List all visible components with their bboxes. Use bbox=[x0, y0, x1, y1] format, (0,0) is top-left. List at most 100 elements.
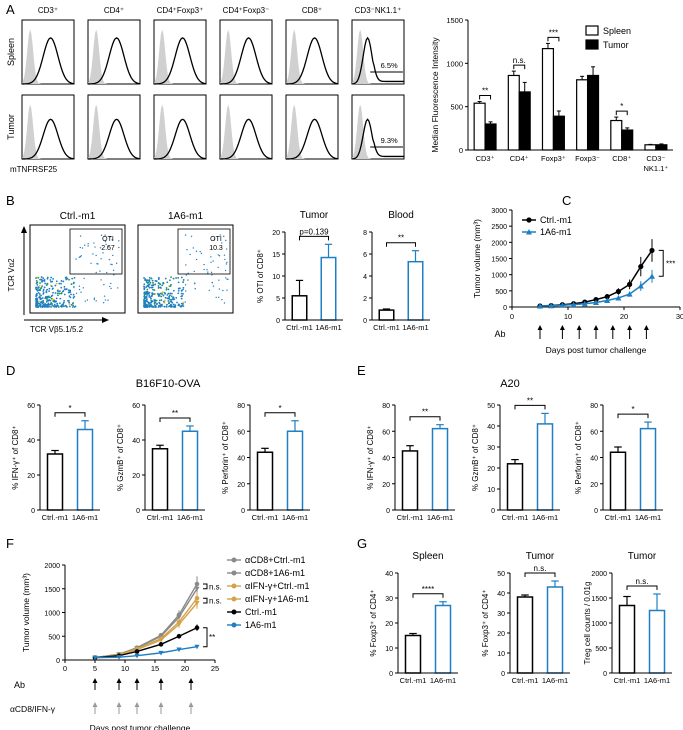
isotype-histogram bbox=[88, 104, 112, 159]
significance-label: n.s. bbox=[636, 577, 649, 586]
event-dot bbox=[178, 304, 181, 306]
event-dot bbox=[170, 299, 173, 301]
event-dot bbox=[158, 301, 161, 304]
y-axis-label: % OTI of CD8⁺ bbox=[256, 249, 265, 303]
event-dot bbox=[46, 288, 49, 291]
legend-label: αCD8+1A6-m1 bbox=[245, 568, 305, 578]
significance-label: * bbox=[68, 404, 71, 413]
event-dot bbox=[46, 276, 49, 279]
event-dot bbox=[151, 300, 154, 303]
event-dot bbox=[145, 298, 148, 301]
event-dot bbox=[46, 306, 49, 308]
chart-B_tumor bbox=[291, 235, 337, 321]
event-dot bbox=[180, 276, 183, 279]
y-tick-label: 0 bbox=[503, 305, 507, 312]
event-dot bbox=[50, 302, 53, 305]
legend-swatch bbox=[585, 39, 599, 50]
event-dot bbox=[36, 292, 38, 295]
event-dot bbox=[172, 289, 175, 292]
data-point bbox=[176, 633, 182, 639]
y-tick-label: 2000 bbox=[491, 240, 507, 247]
event-dot bbox=[169, 294, 171, 297]
event-dot bbox=[148, 304, 151, 307]
event-dot bbox=[168, 302, 171, 305]
legend-label: Spleen bbox=[603, 26, 631, 36]
event-dot bbox=[73, 281, 75, 284]
event-dot bbox=[146, 279, 149, 282]
dotplot-events bbox=[35, 234, 120, 308]
event-dot bbox=[102, 302, 105, 304]
bar-tumor bbox=[484, 123, 497, 151]
panel-letter-G: G bbox=[357, 536, 367, 551]
y-tick-label: 0 bbox=[31, 508, 35, 515]
event-dot bbox=[55, 280, 58, 283]
event-dot bbox=[151, 279, 154, 282]
event-dot bbox=[39, 282, 41, 284]
flow-col-label: CD4⁺Foxp3⁺ bbox=[157, 6, 204, 15]
y-tick-label: 40 bbox=[27, 438, 35, 445]
event-dot bbox=[109, 285, 111, 288]
event-dot bbox=[99, 247, 102, 249]
event-dot bbox=[182, 286, 185, 289]
event-dot bbox=[192, 247, 194, 249]
event-dot bbox=[150, 297, 152, 300]
event-dot bbox=[164, 277, 167, 280]
bar-tumor bbox=[586, 74, 600, 151]
event-dot bbox=[212, 260, 214, 262]
event-dot bbox=[41, 302, 44, 305]
event-dot bbox=[117, 287, 119, 289]
event-dot bbox=[48, 287, 51, 290]
event-dot bbox=[47, 299, 49, 302]
significance-bracket bbox=[203, 627, 208, 648]
x-tick-label: 1A6-m1 bbox=[72, 513, 98, 522]
y-tick-label: 40 bbox=[385, 571, 393, 578]
event-dot bbox=[104, 240, 107, 243]
event-dot bbox=[182, 288, 184, 291]
event-dot bbox=[111, 263, 113, 266]
event-dot bbox=[78, 288, 81, 291]
arrow-head bbox=[188, 678, 194, 683]
chart-title: Tumor bbox=[628, 551, 657, 562]
legend-label: αCD8+Ctrl.-m1 bbox=[245, 555, 305, 565]
isotype-histogram bbox=[286, 104, 310, 159]
event-dot bbox=[61, 290, 64, 293]
arrow-head bbox=[158, 702, 164, 707]
event-dot bbox=[149, 281, 152, 284]
event-dot bbox=[36, 281, 39, 284]
event-dot bbox=[145, 297, 148, 299]
flow-col-label: CD8⁺ bbox=[302, 6, 322, 15]
event-dot bbox=[53, 303, 56, 306]
event-dot bbox=[172, 296, 175, 299]
event-dot bbox=[177, 289, 180, 292]
event-dot bbox=[70, 293, 72, 296]
y-tick-label: 20 bbox=[497, 631, 505, 638]
event-dot bbox=[112, 254, 114, 257]
event-dot bbox=[110, 287, 112, 290]
event-dot bbox=[145, 303, 148, 306]
event-dot bbox=[118, 246, 120, 249]
y-tick-label: 60 bbox=[382, 429, 390, 436]
event-dot bbox=[106, 271, 108, 274]
bar-tumor bbox=[552, 115, 565, 151]
event-dot bbox=[147, 285, 150, 288]
bar-tumor bbox=[655, 144, 668, 151]
event-dot bbox=[221, 298, 223, 301]
significance-label: n.s. bbox=[534, 564, 547, 573]
event-dot bbox=[182, 281, 185, 284]
y-tick-label: 2000 bbox=[44, 563, 60, 570]
event-dot bbox=[217, 254, 219, 256]
event-dot bbox=[38, 286, 40, 289]
y-tick-label: 20 bbox=[382, 482, 390, 489]
y-tick-label: 0 bbox=[276, 318, 280, 325]
legend-marker bbox=[231, 557, 237, 563]
marker-histogram bbox=[153, 37, 207, 85]
y-tick-label: 3000 bbox=[491, 208, 507, 215]
panel-letter-D: D bbox=[6, 363, 15, 378]
legend-label: 1A6-m1 bbox=[540, 227, 572, 237]
legend-marker bbox=[231, 570, 237, 576]
event-dot bbox=[68, 295, 71, 298]
event-dot bbox=[171, 305, 173, 308]
event-dot bbox=[37, 276, 40, 279]
event-dot bbox=[154, 306, 157, 308]
bar bbox=[378, 309, 395, 321]
